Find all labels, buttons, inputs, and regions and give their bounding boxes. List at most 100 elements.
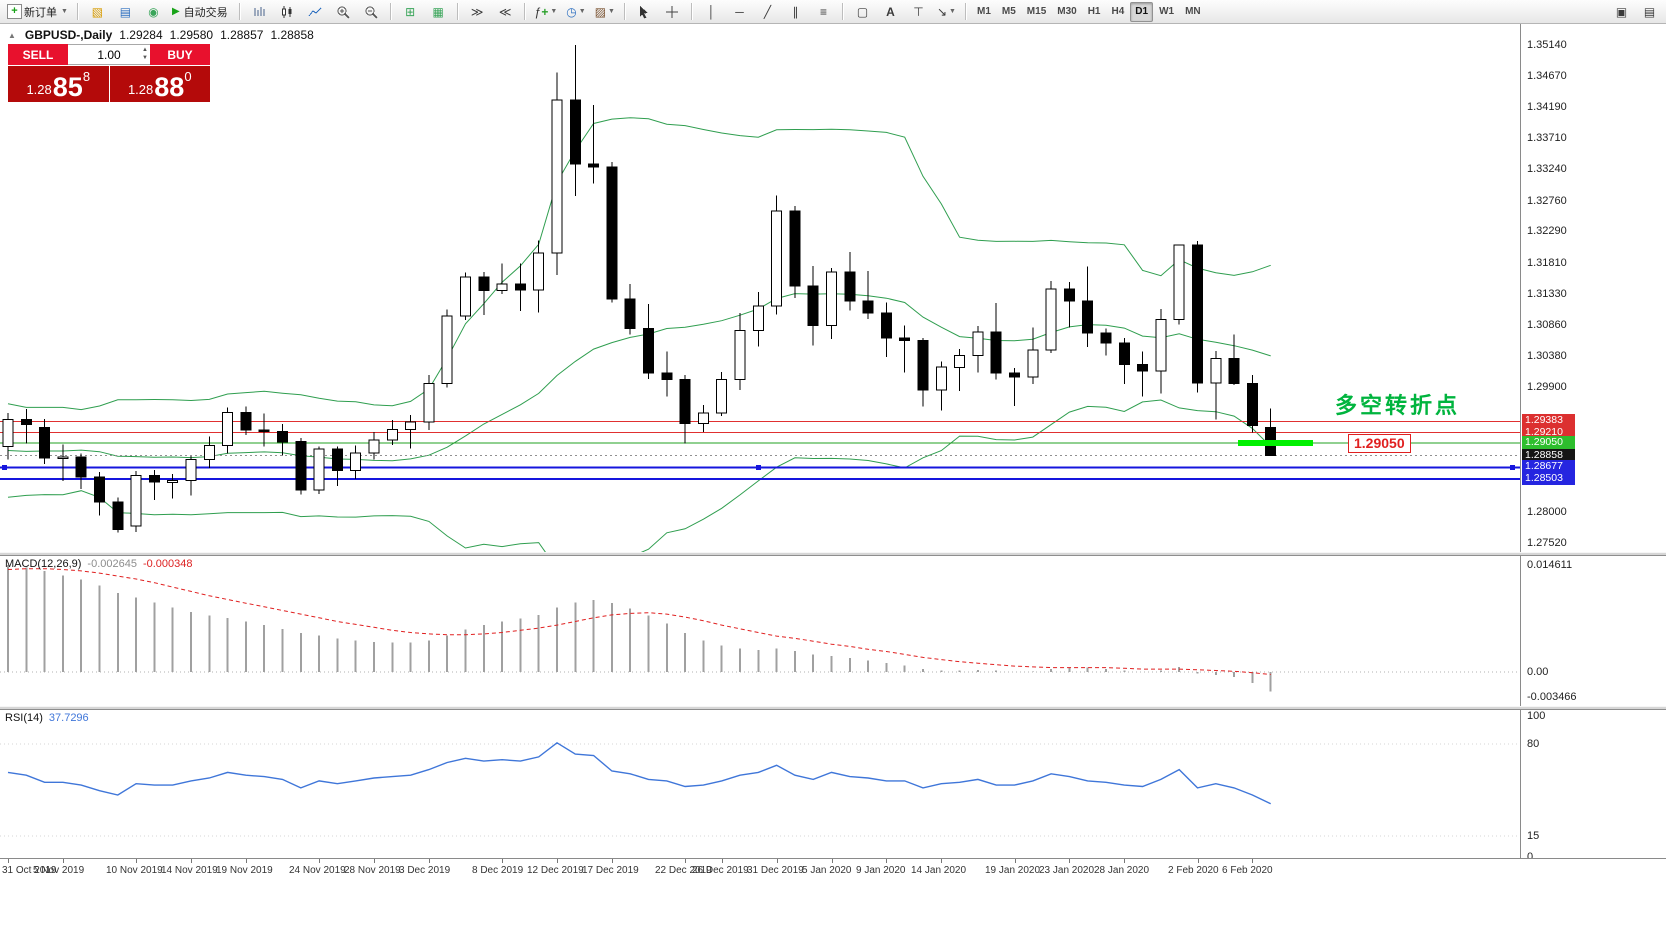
- navigator-icon[interactable]: ◉: [148, 4, 159, 19]
- template-icon: ▨: [594, 4, 607, 19]
- time-tick: [1252, 859, 1253, 863]
- time-axis[interactable]: 31 Oct 2019 5 Nov 2019 10 Nov 2019 14 Nov 2…: [0, 858, 1666, 885]
- indicators-button[interactable]: ƒ + ▼: [531, 1, 562, 23]
- timeframe-MN[interactable]: MN: [1185, 6, 1201, 17]
- chart-shift-icon[interactable]: ≪: [498, 4, 512, 19]
- chart-title: ▲ GBPUSD-,Daily 1.29284 1.29580 1.28857 …: [8, 28, 314, 42]
- arrows-icon[interactable]: ↘ ▼: [936, 4, 956, 19]
- periods-button[interactable]: ◷ ▼: [562, 1, 589, 23]
- profiles-icon[interactable]: ▧: [91, 4, 104, 19]
- macd-axis-label: 0.014611: [1527, 559, 1573, 571]
- date-label: 24 Nov 2019: [289, 865, 346, 876]
- vertical-line-icon[interactable]: │: [707, 4, 716, 19]
- time-tick: [191, 859, 192, 863]
- price-chart[interactable]: [0, 24, 1520, 552]
- toolbar-separator: [964, 3, 967, 20]
- ohlc-close: 1.28858: [270, 28, 314, 42]
- timeframe-H1[interactable]: H1: [1087, 6, 1101, 17]
- price-axis-label: 1.33710: [1527, 132, 1567, 144]
- chevron-down-icon: ▼: [578, 8, 586, 15]
- volume-spinner[interactable]: ▲ ▼: [142, 46, 148, 63]
- volume-input[interactable]: 1.00 ▲ ▼: [68, 44, 150, 65]
- volume-up-icon[interactable]: ▲: [142, 47, 148, 53]
- candlestick-chart-icon[interactable]: [274, 1, 301, 23]
- macd-name: MACD(12,26,9): [5, 558, 82, 570]
- new-order-icon: +: [7, 4, 22, 19]
- toolbar-separator: [690, 3, 693, 20]
- horizontal-line-icon[interactable]: ─: [735, 4, 744, 19]
- new-chart-icon[interactable]: ⊞: [405, 4, 416, 19]
- new-order-button[interactable]: + 新订单 ▼: [3, 1, 72, 23]
- text-icon[interactable]: A: [886, 4, 895, 19]
- shapes-icon[interactable]: ▢: [856, 4, 869, 19]
- timeframe-D1[interactable]: D1: [1130, 1, 1154, 22]
- macd-panel[interactable]: [0, 556, 1520, 706]
- volume-down-icon[interactable]: ▼: [142, 55, 148, 62]
- trendline-icon[interactable]: ╱: [763, 4, 772, 19]
- date-label: 17 Dec 2019: [582, 865, 639, 876]
- date-label: 19 Jan 2020: [985, 865, 1041, 876]
- timeframe-M30[interactable]: M30: [1057, 6, 1077, 17]
- window-menu-icon[interactable]: ▤: [1643, 4, 1656, 19]
- timeframe-H4[interactable]: H4: [1111, 6, 1125, 17]
- timeframe-M5[interactable]: M5: [1001, 6, 1016, 17]
- panel-separator[interactable]: [0, 552, 1666, 556]
- rsi-axis-label: 0: [1527, 851, 1534, 863]
- toolbar-separator: [238, 3, 241, 20]
- date-label: 3 Dec 2019: [399, 865, 451, 876]
- date-label: 28 Nov 2019: [344, 865, 401, 876]
- crosshair-icon[interactable]: [659, 1, 686, 23]
- rsi-panel[interactable]: [0, 710, 1520, 858]
- market-watch-icon[interactable]: ▤: [119, 4, 132, 19]
- fibonacci-icon[interactable]: ≡: [819, 4, 827, 19]
- templates-button[interactable]: ▨ ▼: [591, 1, 619, 23]
- sell-price[interactable]: 1.28 85 8: [8, 66, 109, 102]
- timeframe-M15[interactable]: M15: [1026, 6, 1047, 17]
- ohlc-open: 1.29284: [119, 28, 163, 42]
- time-tick: [1198, 859, 1199, 863]
- toolbar-separator: [841, 3, 844, 20]
- buy-price-big: 88: [154, 72, 185, 103]
- text-label-icon[interactable]: ⊤: [913, 4, 924, 19]
- timeframe-M1[interactable]: M1: [976, 6, 991, 17]
- buy-button[interactable]: BUY: [150, 44, 210, 65]
- macd-signal-value: -0.000348: [142, 558, 193, 570]
- auto-scroll-icon[interactable]: ≫: [470, 4, 484, 19]
- sell-price-big: 85: [52, 72, 83, 103]
- time-tick: [612, 859, 613, 863]
- buy-price[interactable]: 1.28 88 0: [109, 66, 210, 103]
- sell-button[interactable]: SELL: [8, 44, 68, 65]
- zoom-out-icon[interactable]: [358, 1, 385, 23]
- time-tick: [685, 859, 686, 863]
- turning-point-annotation: 多空转折点: [1335, 393, 1461, 418]
- cursor-icon[interactable]: [631, 1, 658, 23]
- symbol-title: GBPUSD-,Daily: [24, 28, 113, 42]
- time-tick: [557, 859, 558, 863]
- time-tick: [941, 859, 942, 863]
- level-price-label: 1.29050: [1348, 434, 1411, 453]
- auto-trading-button[interactable]: ▶ 自动交易: [168, 1, 234, 23]
- bar-chart-icon[interactable]: [246, 1, 273, 23]
- rsi-value: 37.7296: [48, 712, 89, 724]
- tile-windows-icon[interactable]: ▦: [432, 4, 444, 19]
- line-chart-icon[interactable]: [302, 1, 329, 23]
- window-restore-icon[interactable]: ▣: [1615, 4, 1628, 19]
- time-tick: [429, 859, 430, 863]
- zoom-in-icon[interactable]: [330, 1, 357, 23]
- one-click-toggle[interactable]: ▲: [8, 30, 16, 40]
- channel-icon[interactable]: ∥: [792, 4, 799, 19]
- time-tick: [8, 859, 9, 863]
- chevron-down-icon: ▼: [608, 8, 615, 15]
- price-axis[interactable]: 1.35140 1.34670 1.34190 1.33710 1.33240 1.327…: [1520, 24, 1666, 863]
- macd-axis-label: -0.003466: [1527, 691, 1577, 703]
- ohlc-low: 1.28857: [220, 28, 264, 42]
- date-label: 19 Nov 2019: [216, 865, 273, 876]
- price-axis-label: 1.32760: [1527, 195, 1567, 207]
- timeframe-W1[interactable]: W1: [1159, 6, 1175, 17]
- date-label: 6 Feb 2020: [1222, 865, 1273, 876]
- date-label: 8 Dec 2019: [472, 865, 524, 876]
- panel-separator[interactable]: [0, 706, 1666, 710]
- play-icon: ▶: [171, 6, 180, 17]
- price-axis-label: 1.30380: [1527, 350, 1567, 362]
